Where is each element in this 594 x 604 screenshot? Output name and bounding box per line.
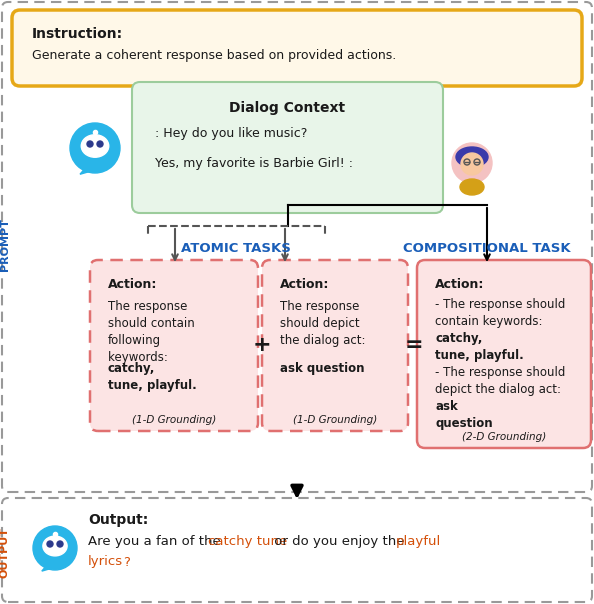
Text: Instruction:: Instruction: xyxy=(32,27,123,41)
Text: or do you enjoy the: or do you enjoy the xyxy=(270,536,409,548)
Ellipse shape xyxy=(461,153,483,175)
Circle shape xyxy=(452,143,492,183)
Circle shape xyxy=(47,541,53,547)
Ellipse shape xyxy=(43,536,67,556)
Text: =: = xyxy=(405,335,424,355)
Text: Output:: Output: xyxy=(88,513,148,527)
Circle shape xyxy=(97,141,103,147)
FancyBboxPatch shape xyxy=(2,2,592,492)
Text: - The response should
depict the dialog act:: - The response should depict the dialog … xyxy=(435,366,565,396)
Text: Are you a fan of the: Are you a fan of the xyxy=(88,536,225,548)
Text: Action:: Action: xyxy=(435,277,484,291)
Ellipse shape xyxy=(81,135,109,157)
Text: Yes, my favorite is Barbie Girl! :: Yes, my favorite is Barbie Girl! : xyxy=(155,156,353,170)
Text: (2-D Grounding): (2-D Grounding) xyxy=(462,432,546,442)
Text: catchy,
tune, playful.: catchy, tune, playful. xyxy=(435,332,524,362)
FancyBboxPatch shape xyxy=(2,498,592,602)
FancyBboxPatch shape xyxy=(12,10,582,86)
Text: (1-D Grounding): (1-D Grounding) xyxy=(132,415,216,425)
Text: Action:: Action: xyxy=(108,277,157,291)
Circle shape xyxy=(87,141,93,147)
FancyBboxPatch shape xyxy=(132,82,443,213)
Circle shape xyxy=(57,541,63,547)
FancyBboxPatch shape xyxy=(417,260,591,448)
Text: playful: playful xyxy=(396,536,441,548)
Text: Generate a coherent response based on provided actions.: Generate a coherent response based on pr… xyxy=(32,50,396,62)
Text: ATOMIC TASKS: ATOMIC TASKS xyxy=(181,242,291,254)
Circle shape xyxy=(33,526,77,570)
Text: Action:: Action: xyxy=(280,277,330,291)
Text: catchy,
tune, playful.: catchy, tune, playful. xyxy=(108,362,197,392)
Text: PROMPT: PROMPT xyxy=(0,219,10,271)
Text: The response
should contain
following
keywords:: The response should contain following ke… xyxy=(108,300,195,364)
Text: The response
should depict
the dialog act:: The response should depict the dialog ac… xyxy=(280,300,365,347)
Polygon shape xyxy=(80,165,97,174)
Text: ask question: ask question xyxy=(280,362,365,375)
Text: ?: ? xyxy=(123,556,130,568)
Text: COMPOSITIONAL TASK: COMPOSITIONAL TASK xyxy=(403,242,571,254)
Text: catchy tune: catchy tune xyxy=(208,536,287,548)
FancyBboxPatch shape xyxy=(262,260,408,431)
Text: - The response should
contain keywords:: - The response should contain keywords: xyxy=(435,298,565,328)
Text: (1-D Grounding): (1-D Grounding) xyxy=(293,415,377,425)
Polygon shape xyxy=(42,564,57,571)
Text: +: + xyxy=(252,335,271,355)
Text: lyrics: lyrics xyxy=(88,556,123,568)
Ellipse shape xyxy=(456,147,488,167)
Ellipse shape xyxy=(460,179,484,195)
FancyBboxPatch shape xyxy=(90,260,258,431)
Text: ask
question: ask question xyxy=(435,400,492,430)
Text: : Hey do you like music?: : Hey do you like music? xyxy=(155,126,307,140)
Text: OUTPUT: OUTPUT xyxy=(0,527,10,577)
Circle shape xyxy=(70,123,120,173)
Text: Dialog Context: Dialog Context xyxy=(229,101,346,115)
